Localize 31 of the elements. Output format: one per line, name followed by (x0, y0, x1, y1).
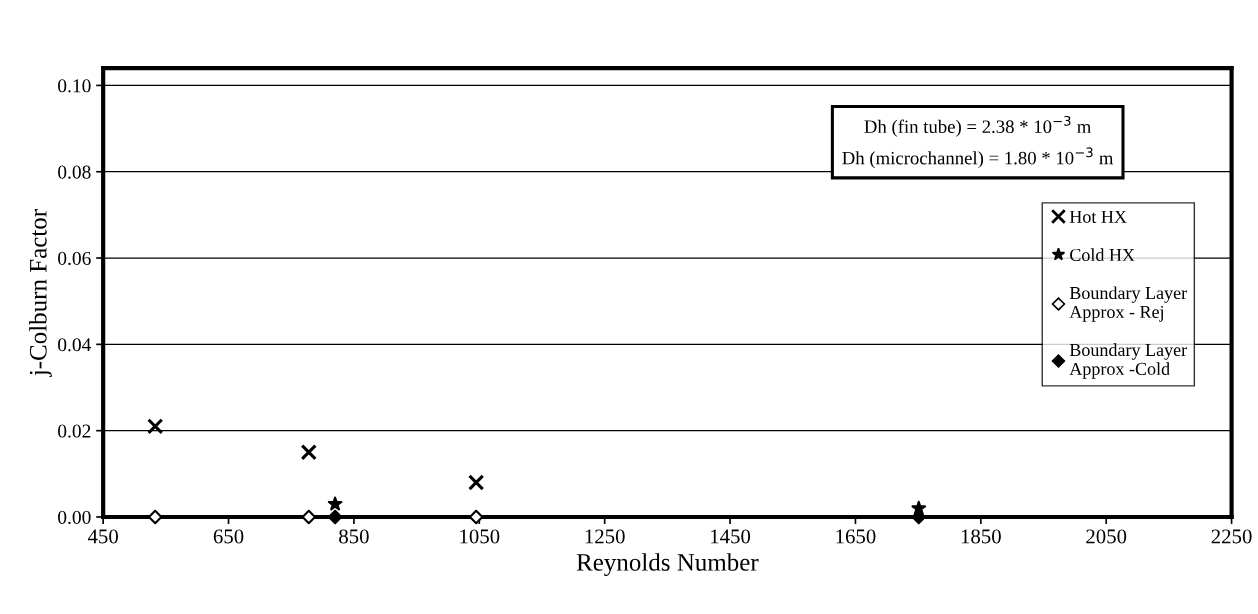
y-tick-label: 0.08 (58, 165, 91, 179)
legend-label: Boundary Layer Approx - Rej (1069, 286, 1187, 322)
annotation: Dh (fin tube) = 2.38 * 10$^{−3}$ m Dh (microchannel) = 1.80 * 10$^{−3}$ m (842, 115, 1114, 169)
y-tick-label: 0.00 (58, 510, 91, 525)
x-tick-label: 2250 (1211, 529, 1252, 544)
legend-label: Hot HX (1069, 210, 1127, 223)
point (327, 509, 343, 525)
legend-label: Boundary Layer Approx -Cold (1069, 343, 1187, 379)
x-tick-label: 650 (213, 529, 244, 544)
point (468, 474, 485, 491)
x-tick-label: 450 (87, 529, 118, 544)
point (147, 418, 164, 435)
point (300, 444, 317, 461)
point (327, 496, 343, 511)
x-tick-label: 2050 (1086, 529, 1127, 544)
y-tick-label: 0.02 (58, 424, 91, 438)
x-tick-label: 1850 (961, 529, 1001, 544)
point (147, 509, 163, 525)
x-tick-label: 850 (339, 529, 369, 544)
x-tick-label: 1650 (836, 529, 876, 544)
x-tick-label: 1450 (711, 529, 751, 544)
y-axis-title: j-Colburn Factor (29, 209, 52, 377)
y-tick-label: 0.06 (58, 251, 91, 266)
y-tick-label: 0.10 (58, 79, 91, 93)
point (301, 509, 317, 525)
x-axis-title: Reynolds Number (576, 553, 759, 576)
legend-label: Cold HX (1070, 248, 1135, 262)
point (468, 509, 484, 525)
x-tick-label: 1250 (585, 529, 625, 544)
x-tick-label: 1050 (460, 529, 500, 544)
y-tick-label: 0.04 (58, 338, 92, 352)
